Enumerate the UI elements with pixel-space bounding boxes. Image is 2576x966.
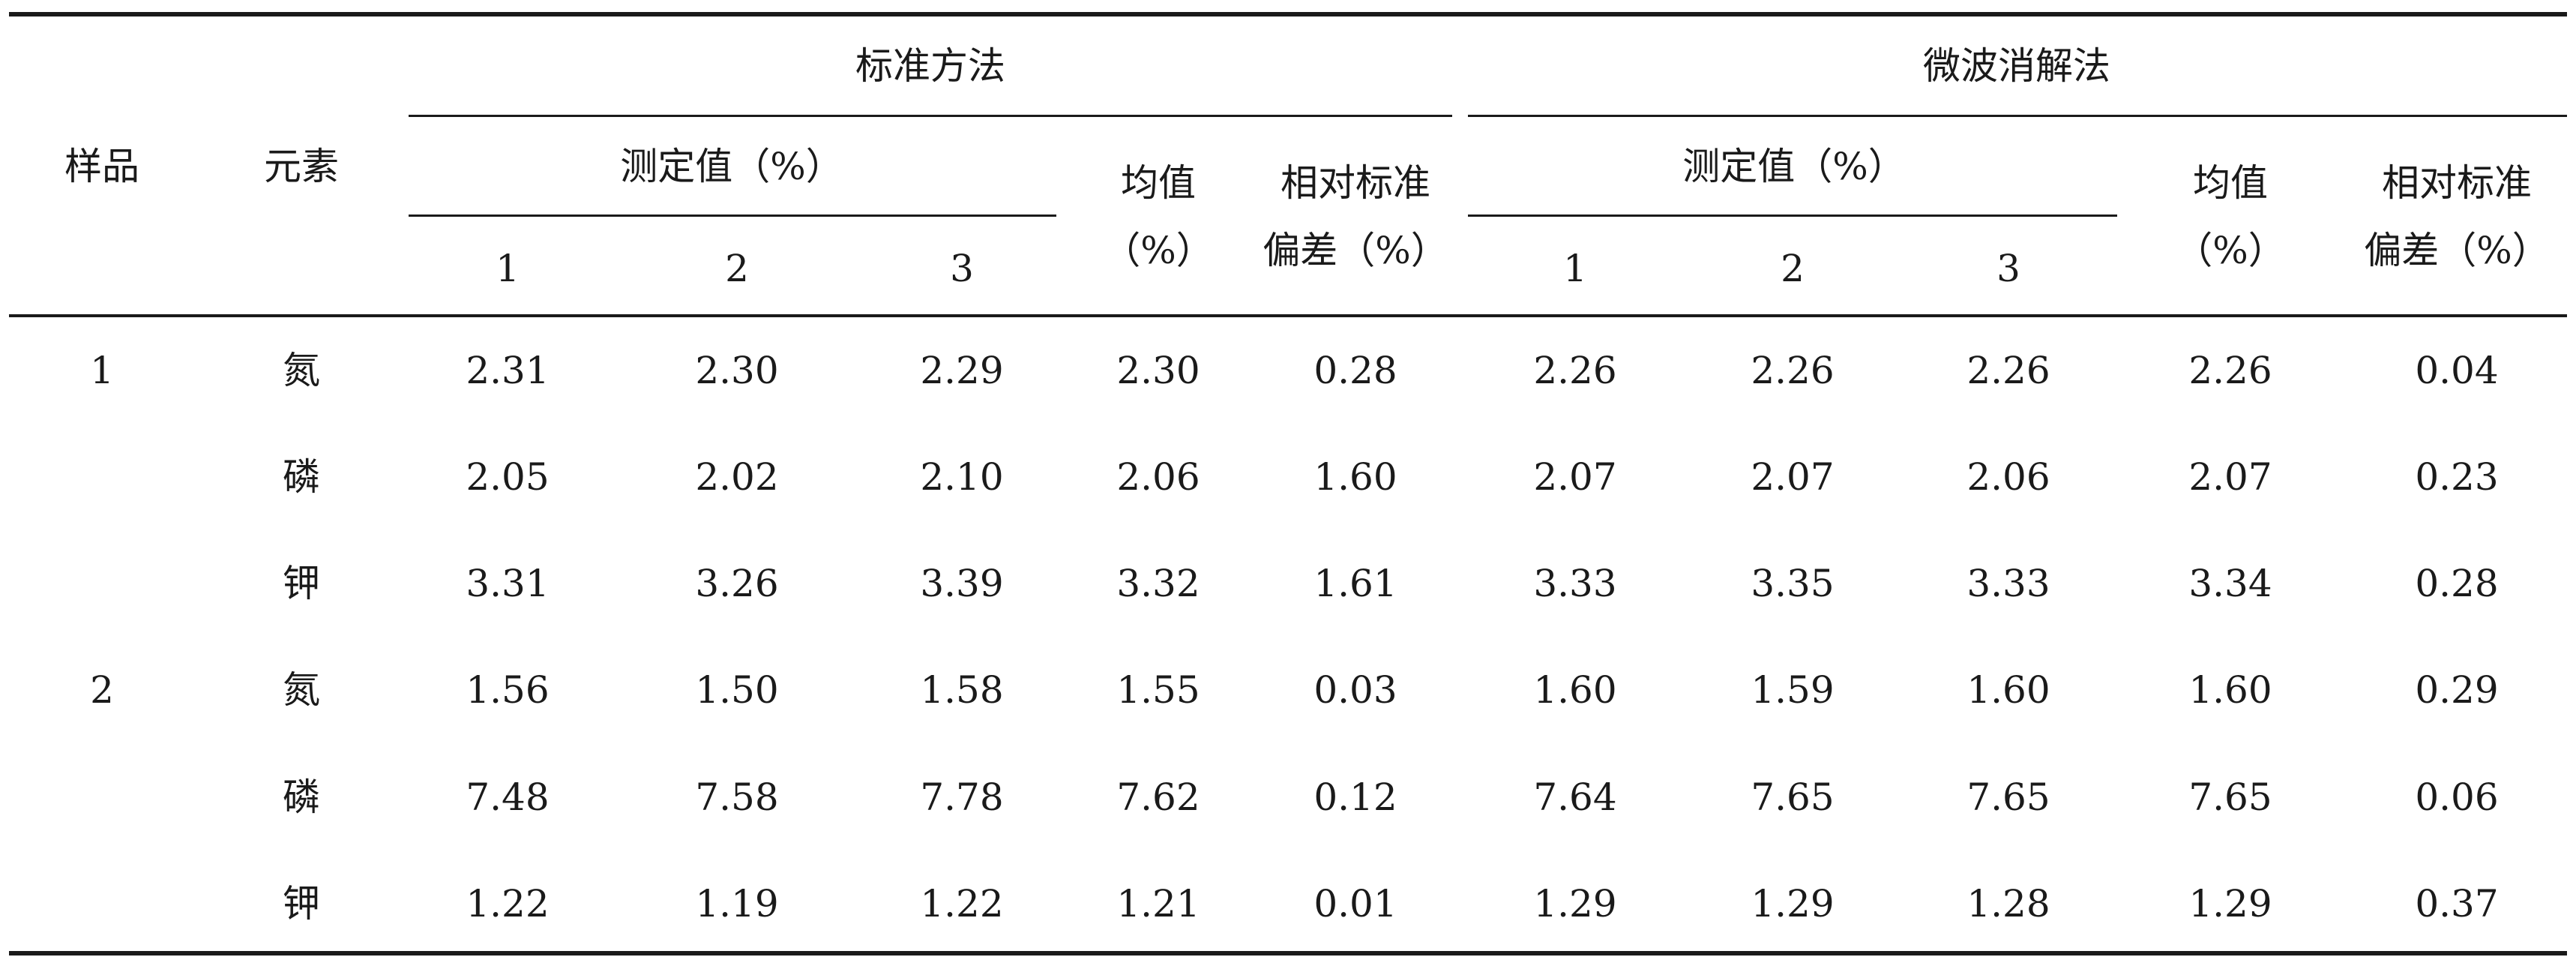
cell-value: 3.32 — [1116, 562, 1200, 605]
cell-value: 2.02 — [695, 455, 779, 499]
cell-value: 2.31 — [466, 349, 550, 392]
cell-value: 2.06 — [1966, 455, 2050, 499]
cell-value: 0.29 — [2415, 668, 2499, 712]
cell-value: 2.05 — [466, 455, 550, 499]
cell-value: 2.26 — [1751, 349, 1835, 392]
cell-value: 0.03 — [1313, 668, 1397, 712]
header-standard-mean-line2: （%） — [1103, 229, 1214, 272]
cell-value: 7.58 — [695, 776, 779, 819]
bottom-rule — [9, 951, 2567, 956]
cell-value: 7.48 — [466, 776, 550, 819]
header-standard-rsd-line1: 相对标准 — [1281, 161, 1430, 205]
cell-value: 0.04 — [2415, 349, 2499, 392]
cell-sample: 2 — [90, 668, 114, 712]
cell-value: 3.34 — [2188, 562, 2272, 605]
cell-value: 2.26 — [1966, 349, 2050, 392]
header-microwave-measured: 测定值（%） — [1682, 145, 1906, 188]
cell-value: 0.12 — [1313, 776, 1397, 819]
header-standard-mean-line1: 均值 — [1121, 161, 1196, 205]
cell-value: 1.29 — [2188, 882, 2272, 926]
cell-element: 磷 — [283, 455, 320, 499]
cell-value: 7.65 — [1966, 776, 2050, 819]
cell-value: 2.30 — [1116, 349, 1200, 392]
cell-value: 1.59 — [1751, 668, 1835, 712]
cell-value: 2.29 — [920, 349, 1004, 392]
cell-value: 1.60 — [2188, 668, 2272, 712]
microwave-measured-rule — [1468, 214, 2117, 217]
cell-value: 1.29 — [1751, 882, 1835, 926]
header-standard-rep2: 2 — [725, 247, 749, 290]
cell-sample: 1 — [90, 349, 114, 392]
header-microwave-rep3: 3 — [1996, 247, 2020, 290]
top-rule — [9, 12, 2567, 16]
cell-value: 3.33 — [1966, 562, 2050, 605]
header-microwave-rsd-line2: 偏差（%） — [2364, 229, 2550, 272]
microwave-group-rule — [1468, 115, 2567, 117]
header-microwave-rsd-line1: 相对标准 — [2382, 161, 2532, 205]
header-microwave-rep1: 1 — [1563, 247, 1587, 290]
header-bottom-rule — [9, 314, 2567, 317]
standard-measured-rule — [409, 214, 1056, 217]
cell-value: 3.26 — [695, 562, 779, 605]
header-group-microwave: 微波消解法 — [1923, 44, 2110, 88]
cell-value: 0.28 — [1313, 349, 1397, 392]
cell-value: 7.78 — [920, 776, 1004, 819]
cell-value: 1.22 — [466, 882, 550, 926]
cell-value: 0.28 — [2415, 562, 2499, 605]
header-microwave-mean-line1: 均值 — [2193, 161, 2268, 205]
cell-value: 1.60 — [1313, 455, 1397, 499]
cell-value: 2.07 — [1533, 455, 1617, 499]
header-microwave-rep2: 2 — [1781, 247, 1805, 290]
header-element: 元素 — [264, 145, 339, 188]
cell-value: 1.61 — [1313, 562, 1397, 605]
cell-value: 2.07 — [1751, 455, 1835, 499]
cell-value: 7.64 — [1533, 776, 1617, 819]
cell-value: 2.10 — [920, 455, 1004, 499]
cell-value: 0.37 — [2415, 882, 2499, 926]
cell-element: 钾 — [283, 882, 320, 926]
cell-value: 3.39 — [920, 562, 1004, 605]
cell-value: 1.55 — [1116, 668, 1200, 712]
cell-value: 0.23 — [2415, 455, 2499, 499]
cell-element: 磷 — [283, 776, 320, 819]
cell-value: 1.28 — [1966, 882, 2050, 926]
cell-value: 1.22 — [920, 882, 1004, 926]
header-microwave-mean-line2: （%） — [2175, 229, 2286, 272]
cell-value: 1.29 — [1533, 882, 1617, 926]
cell-value: 7.65 — [1751, 776, 1835, 819]
cell-value: 2.06 — [1116, 455, 1200, 499]
cell-value: 2.26 — [2188, 349, 2272, 392]
cell-value: 1.19 — [695, 882, 779, 926]
cell-value: 2.07 — [2188, 455, 2272, 499]
cell-value: 3.33 — [1533, 562, 1617, 605]
cell-element: 氮 — [283, 668, 320, 712]
cell-value: 7.65 — [2188, 776, 2272, 819]
header-group-standard: 标准方法 — [855, 44, 1005, 88]
cell-value: 1.60 — [1533, 668, 1617, 712]
standard-group-rule — [409, 115, 1452, 117]
header-sample: 样品 — [64, 145, 139, 188]
cell-value: 1.50 — [695, 668, 779, 712]
cell-value: 3.35 — [1751, 562, 1835, 605]
cell-element: 氮 — [283, 349, 320, 392]
cell-value: 0.06 — [2415, 776, 2499, 819]
cell-value: 7.62 — [1116, 776, 1200, 819]
cell-value: 1.60 — [1966, 668, 2050, 712]
cell-element: 钾 — [283, 562, 320, 605]
cell-value: 0.01 — [1313, 882, 1397, 926]
cell-value: 2.26 — [1533, 349, 1617, 392]
cell-value: 1.21 — [1116, 882, 1200, 926]
header-standard-rep1: 1 — [496, 247, 520, 290]
cell-value: 2.30 — [695, 349, 779, 392]
cell-value: 3.31 — [466, 562, 550, 605]
cell-value: 1.58 — [920, 668, 1004, 712]
header-standard-rsd-line2: 偏差（%） — [1263, 229, 1448, 272]
header-standard-measured: 测定值（%） — [620, 145, 843, 188]
header-standard-rep3: 3 — [950, 247, 974, 290]
cell-value: 1.56 — [466, 668, 550, 712]
